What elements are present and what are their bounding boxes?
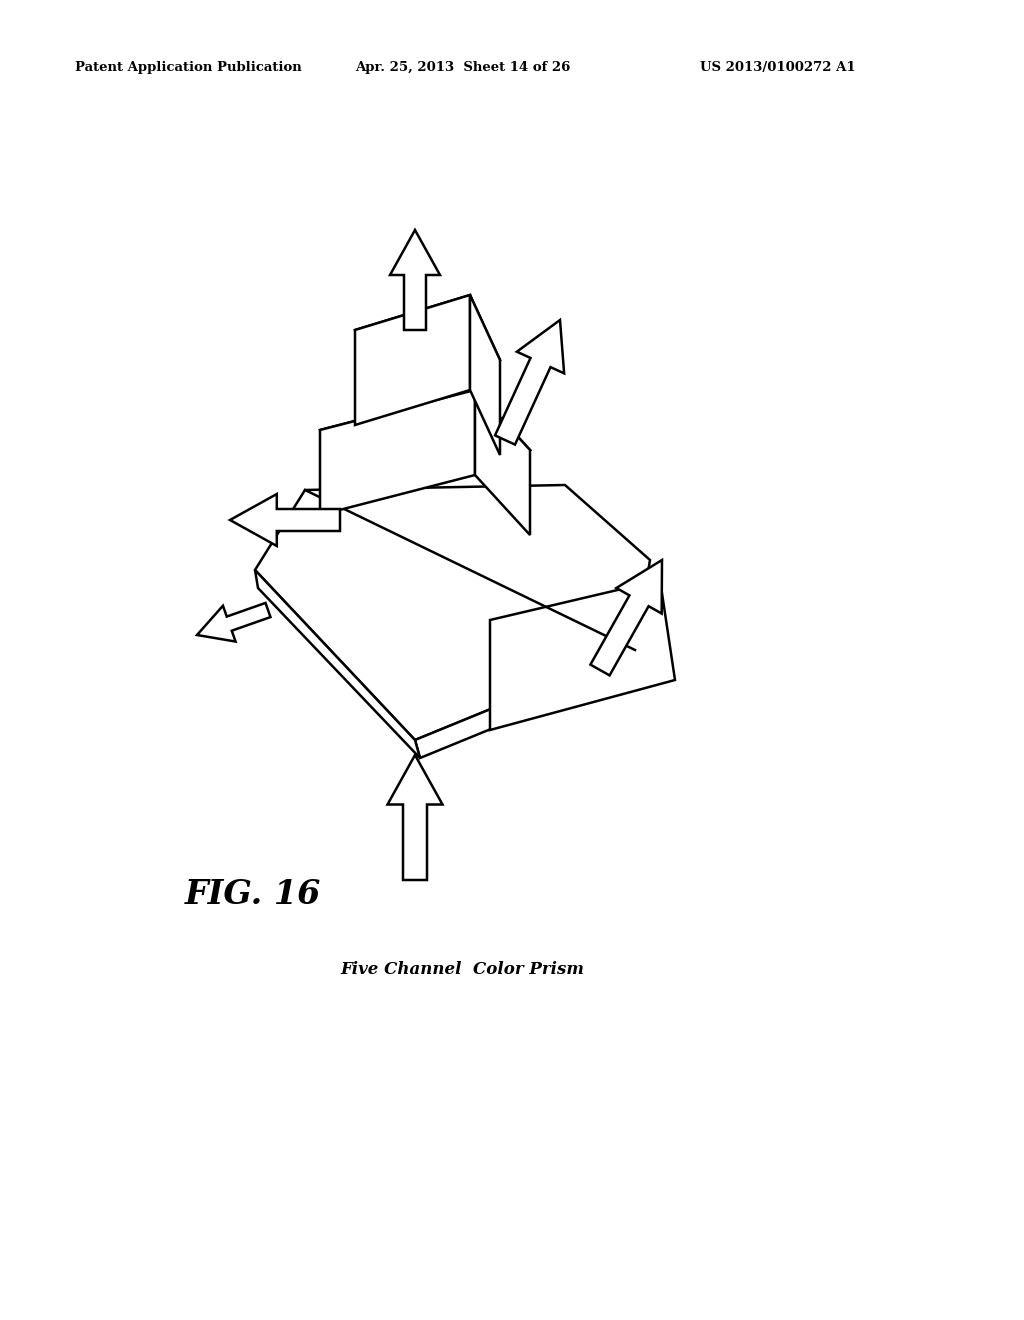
Polygon shape	[495, 319, 564, 445]
Polygon shape	[387, 755, 442, 880]
Polygon shape	[475, 389, 530, 535]
Polygon shape	[415, 649, 640, 758]
Polygon shape	[230, 494, 340, 546]
Text: FIG. 16: FIG. 16	[185, 879, 322, 912]
Polygon shape	[390, 230, 440, 330]
Polygon shape	[197, 603, 270, 642]
Polygon shape	[490, 579, 675, 730]
Polygon shape	[355, 294, 470, 425]
Text: Patent Application Publication: Patent Application Publication	[75, 62, 302, 74]
Polygon shape	[470, 294, 500, 455]
Polygon shape	[355, 294, 500, 395]
Polygon shape	[255, 570, 420, 758]
Polygon shape	[255, 484, 650, 741]
Polygon shape	[319, 389, 475, 515]
Polygon shape	[591, 560, 662, 676]
Polygon shape	[319, 389, 530, 490]
Text: Five Channel  Color Prism: Five Channel Color Prism	[340, 961, 584, 978]
Text: Apr. 25, 2013  Sheet 14 of 26: Apr. 25, 2013 Sheet 14 of 26	[355, 62, 570, 74]
Text: US 2013/0100272 A1: US 2013/0100272 A1	[700, 62, 856, 74]
